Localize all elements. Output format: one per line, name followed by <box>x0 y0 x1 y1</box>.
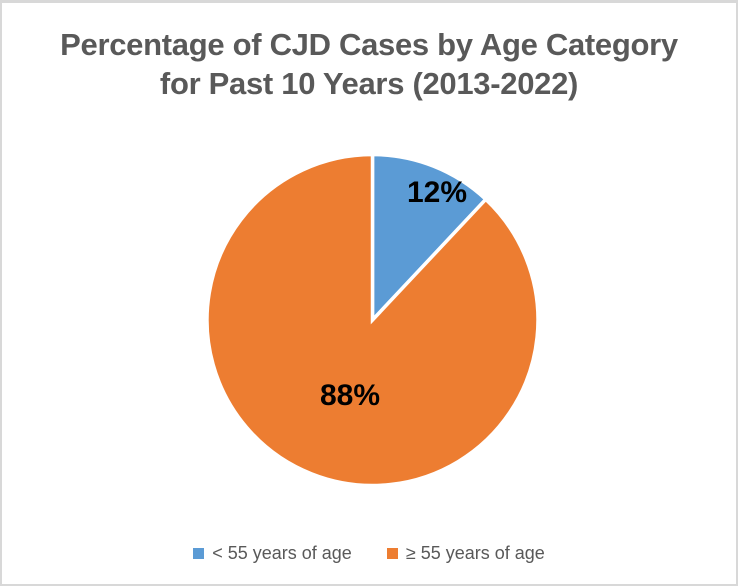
pie-plot <box>205 152 540 488</box>
chart-title-line-1: Percentage of CJD Cases by Age Category <box>60 27 678 62</box>
legend-label-over-55: ≥ 55 years of age <box>405 543 545 563</box>
legend-item-over-55[interactable]: ≥ 55 years of age <box>386 542 545 564</box>
legend: < 55 years of age ≥ 55 years of age <box>2 542 736 564</box>
chart-title: Percentage of CJD Cases by Age Category … <box>2 25 736 103</box>
legend-swatch-under-55 <box>193 547 205 559</box>
chart-title-line-2: for Past 10 Years (2013-2022) <box>159 66 579 101</box>
legend-label-under-55: < 55 years of age <box>212 543 352 563</box>
legend-item-under-55[interactable]: < 55 years of age <box>193 542 352 564</box>
plot-area: 12% 88% <box>2 3 736 584</box>
pie-slice-over-55[interactable] <box>205 152 540 488</box>
legend-swatch-over-55 <box>386 547 398 559</box>
pie-slice-under-55[interactable] <box>370 152 489 325</box>
data-label-under-55: 12% <box>406 176 468 209</box>
data-label-over-55: 88% <box>319 379 381 412</box>
